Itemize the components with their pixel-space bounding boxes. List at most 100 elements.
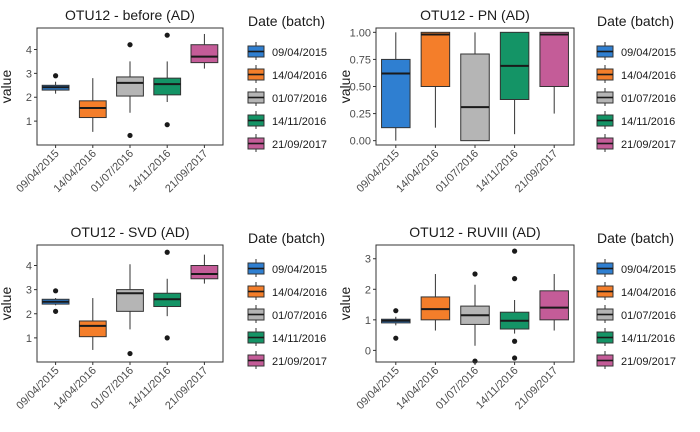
outlier-point [127, 42, 133, 48]
x-tick-label: 01/07/2016 [434, 148, 481, 195]
legend-item: 09/04/2015 [247, 42, 327, 60]
box-body [153, 77, 182, 96]
box-5 [539, 31, 569, 114]
outlier-point [164, 335, 170, 341]
box-2 [420, 31, 451, 128]
y-axis-label: value [337, 287, 353, 321]
legend-item: 01/07/2016 [596, 88, 676, 106]
box-4 [153, 32, 182, 128]
y-tick-label: 0.25 [350, 109, 371, 121]
legend-title: Date (batch) [597, 13, 674, 29]
panel-1: OTU12 - before (AD)value123409/04/201514… [0, 7, 224, 195]
y-tick-label: 2 [26, 309, 32, 321]
y-tick-label: 1.00 [350, 27, 371, 39]
box-body [78, 320, 107, 338]
box-4 [153, 249, 182, 341]
panel-4: OTU12 - RUVIII (AD)value012309/04/201514… [337, 224, 575, 412]
legend-label: 14/04/2016 [272, 287, 327, 299]
panel-2: OTU12 - PN (AD) value 0.00 0.25 0.50 0.75 1.00… [337, 7, 575, 195]
box-3 [116, 264, 144, 357]
legend-3: Date (batch) 09/04/2015 14/04/2016 01/07/20… [247, 230, 327, 369]
y-tick-label: 3 [26, 68, 32, 80]
legend-title: Date (batch) [597, 230, 674, 246]
panel-title: OTU12 - SVD (AD) [70, 224, 189, 240]
legend-label: 21/09/2017 [621, 139, 676, 151]
y-tick-label: 0.00 [350, 136, 371, 148]
legend-item: 21/09/2017 [596, 134, 676, 152]
box-1 [41, 73, 70, 94]
panel-title: OTU12 - before (AD) [65, 7, 195, 23]
legend-label: 21/09/2017 [272, 139, 327, 151]
legend-label: 01/07/2016 [272, 310, 327, 322]
y-tick-label: 3 [26, 285, 32, 297]
legend-item: 01/07/2016 [596, 305, 676, 323]
box-5 [190, 33, 219, 69]
box-2 [78, 78, 107, 132]
box-5 [190, 254, 219, 284]
legend-label: 09/04/2015 [621, 47, 676, 59]
legend-item: 21/09/2017 [596, 351, 676, 369]
legend-item: 21/09/2017 [247, 351, 327, 369]
box-body [420, 31, 451, 87]
y-tick-label: 1 [365, 315, 371, 327]
legend-label: 21/09/2017 [272, 356, 327, 368]
panel-3: OTU12 - SVD (AD)value123409/04/201514/04… [0, 224, 224, 412]
legend-item: 14/11/2016 [247, 328, 326, 346]
outlier-point [53, 288, 59, 294]
outlier-point [127, 350, 133, 357]
outlier-point [511, 276, 518, 282]
box-body [78, 100, 107, 119]
outlier-point [127, 132, 133, 139]
y-tick-label: 0.75 [350, 54, 371, 66]
panel-title: OTU12 - RUVIII (AD) [409, 224, 540, 240]
y-axis-label: value [0, 70, 14, 104]
y-tick-label: 3 [365, 254, 371, 266]
box-body [539, 290, 569, 321]
legend-item: 09/04/2015 [247, 259, 327, 277]
outlier-point [511, 248, 518, 254]
box-2 [420, 274, 451, 331]
outlier-point [393, 335, 399, 341]
box-body [190, 265, 219, 280]
legend-item: 01/07/2016 [247, 88, 327, 106]
outlier-point [393, 308, 399, 314]
y-axis-label: value [0, 287, 14, 321]
box-1 [381, 308, 411, 341]
outlier-point [472, 271, 478, 277]
y-tick-label: 1 [26, 333, 32, 345]
x-tick-label: 01/07/2016 [434, 365, 481, 412]
box-3 [116, 42, 144, 139]
outlier-point [164, 32, 170, 38]
legend-item: 14/11/2016 [596, 328, 675, 346]
box-1 [381, 32, 411, 141]
outlier-point [511, 355, 518, 361]
legend-label: 14/11/2016 [272, 333, 326, 345]
box-3 [460, 32, 490, 142]
legend-item: 01/07/2016 [247, 305, 327, 323]
legend-label: 01/07/2016 [272, 93, 327, 105]
legend-item: 09/04/2015 [596, 259, 676, 277]
legend-item: 14/04/2016 [596, 65, 676, 83]
y-tick-label: 4 [26, 44, 32, 56]
box-body [190, 44, 219, 64]
legend-label: 09/04/2015 [272, 264, 327, 276]
legend-item: 21/09/2017 [247, 134, 327, 152]
outlier-point [511, 338, 518, 344]
box-1 [41, 288, 70, 314]
legend-label: 09/04/2015 [621, 264, 676, 276]
legend-item: 14/11/2016 [247, 111, 326, 129]
box-3 [460, 271, 490, 364]
legend-1: Date (batch) 09/04/2015 14/04/2016 01/07/20… [247, 13, 327, 152]
y-axis-label: value [337, 70, 353, 104]
legend-title: Date (batch) [248, 230, 325, 246]
box-body [381, 58, 411, 129]
outlier-point [53, 73, 59, 79]
legend-label: 14/11/2016 [272, 116, 326, 128]
y-tick-label: 0 [365, 345, 371, 357]
y-tick-label: 2 [365, 284, 371, 296]
legend-label: 14/04/2016 [621, 70, 676, 82]
outlier-point [164, 122, 170, 128]
y-tick-label: 0.50 [350, 82, 371, 94]
legend-item: 09/04/2015 [596, 42, 676, 60]
